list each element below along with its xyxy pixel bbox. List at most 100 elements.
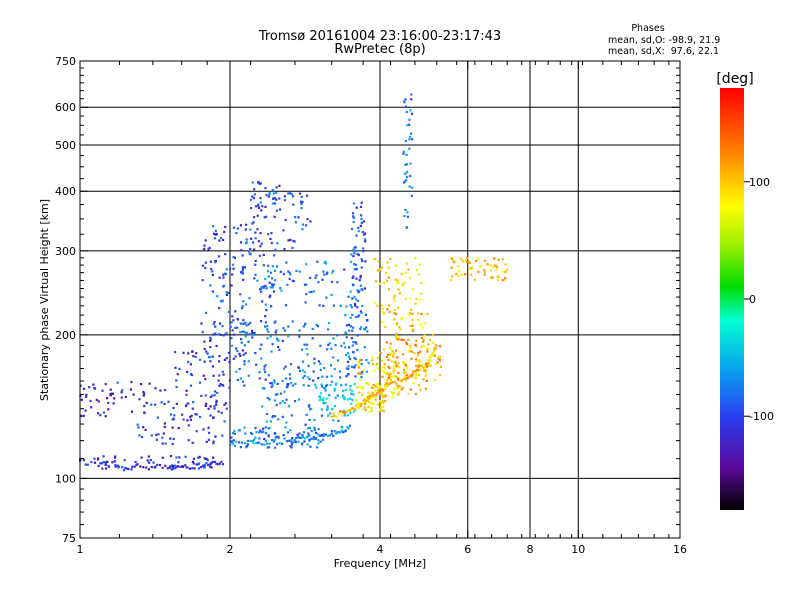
data-point [266, 396, 269, 399]
data-point [117, 465, 120, 468]
data-point [347, 367, 350, 370]
data-point [317, 377, 320, 380]
data-point [254, 263, 257, 266]
data-point [230, 321, 233, 324]
data-point [308, 291, 311, 294]
data-point [140, 456, 143, 459]
data-point [203, 463, 207, 466]
data-point [245, 238, 248, 241]
data-point [281, 379, 284, 383]
data-point [333, 387, 336, 390]
data-point [377, 260, 380, 263]
data-point [344, 314, 347, 317]
data-point [367, 405, 370, 409]
data-point [404, 271, 407, 274]
data-point [504, 277, 507, 280]
data-point [106, 397, 109, 400]
data-point [388, 310, 391, 313]
data-point [354, 263, 357, 266]
data-point [297, 440, 300, 443]
data-point [361, 231, 364, 234]
data-point [495, 264, 498, 267]
data-point [212, 456, 215, 459]
data-point [407, 392, 410, 395]
data-point [102, 455, 105, 458]
data-point [199, 358, 202, 361]
data-point [222, 373, 225, 376]
data-point [383, 367, 386, 370]
data-point [264, 215, 268, 218]
data-point [347, 373, 350, 376]
data-point [275, 265, 279, 268]
data-point [352, 275, 355, 278]
data-point [244, 322, 247, 325]
data-point [406, 376, 409, 380]
data-point [330, 347, 333, 350]
data-point [240, 249, 243, 252]
data-point [371, 356, 374, 359]
data-point [417, 364, 420, 367]
data-point [303, 374, 306, 378]
data-point [320, 408, 323, 411]
data-point [172, 406, 175, 410]
data-point [450, 278, 453, 281]
data-point [483, 269, 486, 272]
data-point [405, 262, 408, 265]
data-point [359, 371, 362, 375]
data-point [329, 383, 332, 387]
data-point [223, 403, 226, 406]
data-point [398, 366, 401, 369]
data-point [230, 440, 233, 443]
data-point [301, 360, 305, 363]
data-point [362, 369, 365, 372]
data-point [204, 378, 207, 381]
data-point [394, 336, 397, 339]
data-point [174, 351, 177, 354]
data-point [415, 358, 418, 361]
data-point [289, 429, 292, 432]
data-point [225, 291, 228, 294]
data-point [235, 347, 238, 350]
data-point [291, 246, 294, 250]
data-point [426, 347, 429, 350]
data-point [239, 354, 242, 357]
data-point [364, 313, 367, 316]
data-point [342, 431, 345, 434]
data-point [357, 406, 360, 410]
data-point [384, 399, 387, 403]
data-point [177, 461, 180, 464]
data-point [390, 375, 393, 379]
data-point [349, 397, 352, 400]
data-point [199, 415, 202, 419]
data-point [351, 344, 354, 347]
data-point [281, 415, 284, 418]
data-point [404, 163, 407, 166]
data-point [121, 389, 124, 392]
data-point [331, 271, 334, 274]
data-point [257, 206, 261, 210]
data-point [377, 268, 380, 272]
data-point [412, 328, 415, 331]
data-point [273, 283, 276, 286]
data-point [290, 441, 293, 444]
data-point [364, 400, 367, 403]
data-point [312, 379, 315, 382]
data-point [422, 366, 425, 369]
data-point [316, 433, 319, 436]
data-point [373, 301, 377, 305]
data-point [267, 195, 270, 198]
data-point [232, 255, 235, 259]
data-point [240, 338, 243, 341]
data-point [287, 325, 290, 328]
data-point [124, 395, 127, 399]
data-point [195, 413, 198, 416]
data-point [291, 437, 294, 440]
data-point [404, 297, 407, 300]
data-point [264, 277, 267, 280]
data-point [158, 464, 162, 467]
data-point [205, 457, 208, 460]
data-point [236, 227, 239, 230]
data-point [162, 432, 165, 435]
data-point [297, 436, 300, 439]
data-point [400, 338, 403, 341]
